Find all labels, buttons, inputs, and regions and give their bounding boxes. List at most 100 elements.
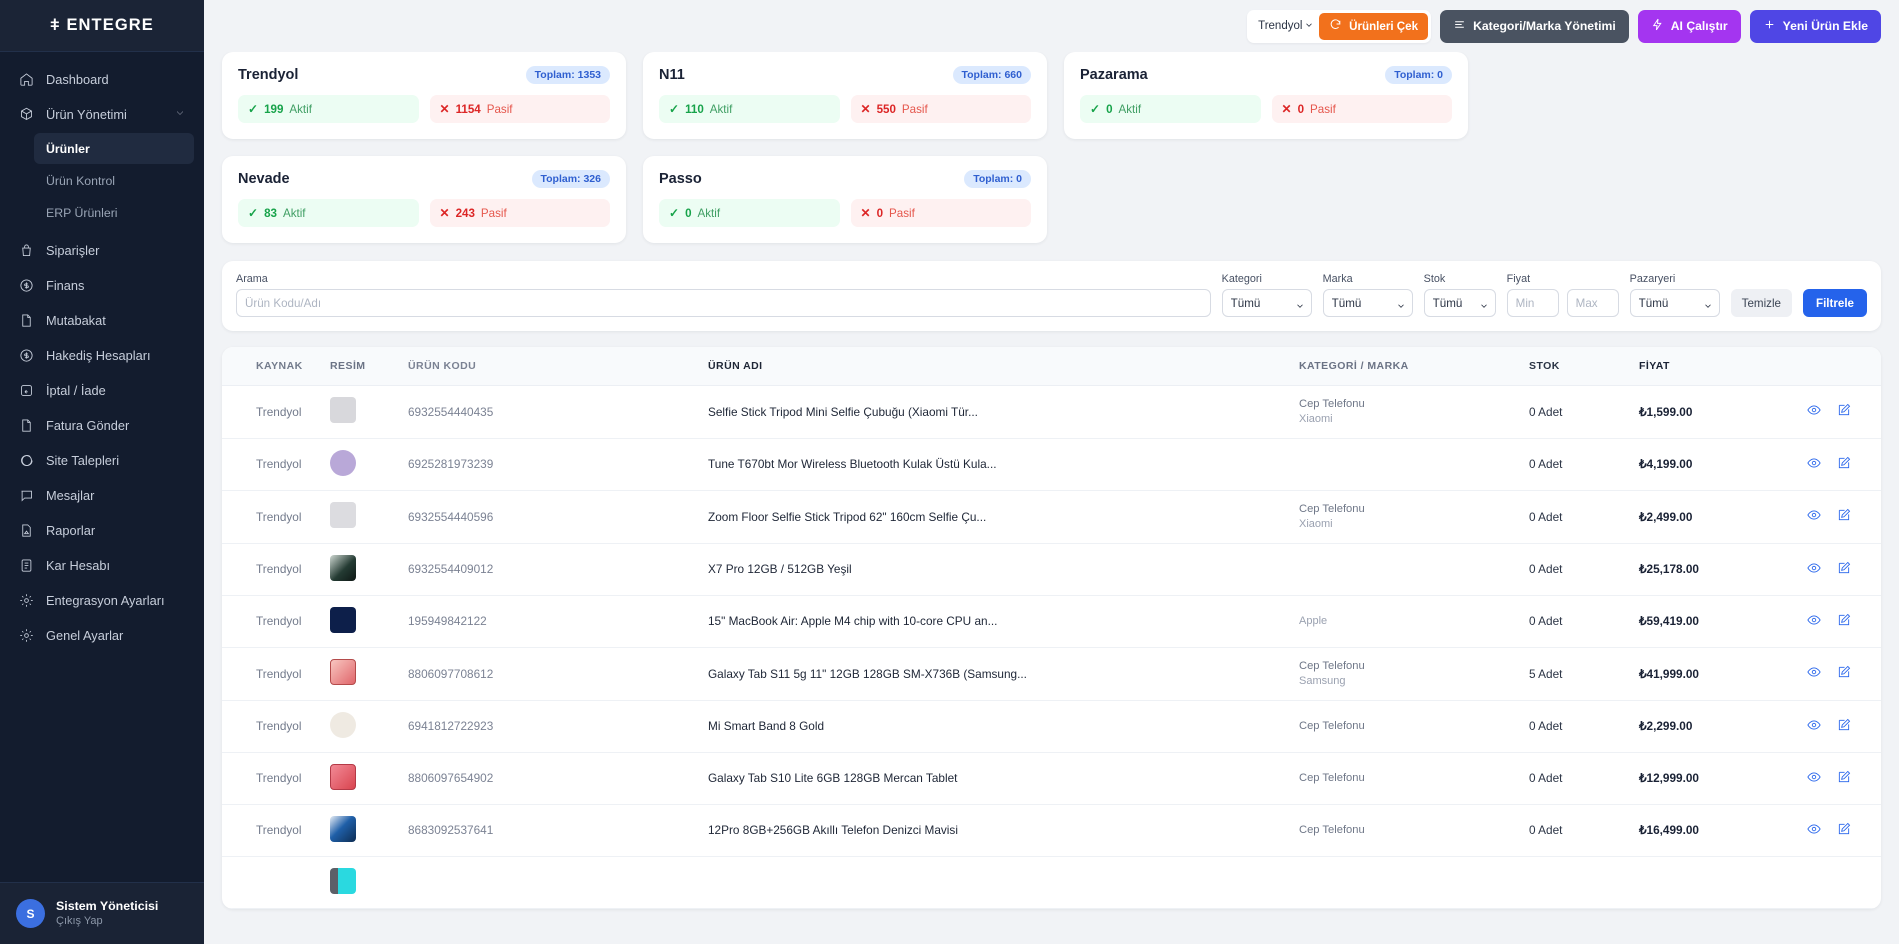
edit-icon[interactable] (1837, 561, 1851, 578)
table-row[interactable]: Trendyol 8683092537641 12Pro 8GB+256GB A… (222, 804, 1881, 857)
marka-select[interactable]: Tümü (1322, 289, 1413, 317)
cell-kategori: Cep Telefonu (1299, 659, 1365, 672)
table-row[interactable]: Trendyol 8806097708612 Galaxy Tab S11 5g… (222, 647, 1881, 701)
sidebar-item-kar-hesabi[interactable]: Kar Hesabı (0, 548, 204, 583)
cell-kaynak: Trendyol (222, 438, 322, 491)
active-label: Aktif (709, 102, 733, 116)
sidebar-item-entegrasyon-ayarlari[interactable]: Entegrasyon Ayarları (0, 583, 204, 618)
cell-urun-kodu (400, 856, 700, 909)
cell-kategori-marka: Cep Telefonu Xiaomi (1291, 490, 1521, 544)
edit-icon[interactable] (1837, 403, 1851, 420)
product-thumbnail (330, 502, 356, 529)
clear-filters-button[interactable]: Temizle (1730, 289, 1792, 317)
pazaryeri-select[interactable]: Tümü (1629, 289, 1720, 317)
eye-icon[interactable] (1807, 665, 1821, 682)
sidebar-item-dashboard[interactable]: Dashboard (0, 62, 204, 97)
sidebar-item-label: İptal / İade (46, 383, 106, 398)
sidebar-item-fatura-gonder[interactable]: Fatura Gönder (0, 408, 204, 443)
sidebar-item-raporlar[interactable]: Raporlar (0, 513, 204, 548)
sidebar-item-label: Fatura Gönder (46, 418, 130, 433)
eye-icon[interactable] (1807, 822, 1821, 839)
new-product-button[interactable]: Yeni Ürün Ekle (1749, 9, 1881, 43)
passive-count: ✕ 0 Pasif (850, 199, 1031, 227)
check-icon: ✓ (248, 206, 259, 220)
sidebar-nav: Dashboard Ürün Yönetimi Ürünler Ürün Kon… (0, 52, 204, 882)
kategori-select[interactable]: Tümü (1221, 289, 1312, 317)
cell-kategori: Cep Telefonu (1299, 719, 1365, 732)
sidebar-subitem-label: ERP Ürünleri (46, 205, 118, 220)
table-row[interactable]: Trendyol 6925281973239 Tune T670bt Mor W… (222, 438, 1881, 491)
eye-icon[interactable] (1807, 561, 1821, 578)
eye-icon[interactable] (1807, 456, 1821, 473)
logout-link[interactable]: Çıkış Yap (56, 915, 103, 928)
eye-icon[interactable] (1807, 403, 1821, 420)
plus-icon (1763, 18, 1776, 34)
table-row[interactable]: Trendyol 195949842122 15" MacBook Air: A… (222, 595, 1881, 648)
sidebar-item-hakedis-hesaplari[interactable]: Hakediş Hesapları (0, 338, 204, 373)
sidebar-item-siparisler[interactable]: Siparişler (0, 233, 204, 268)
fiyat-max-input[interactable] (1566, 289, 1619, 317)
cell-marka: Apple (1299, 614, 1328, 627)
apply-filters-button[interactable]: Filtrele (1802, 289, 1867, 317)
cell-stok: 0 Adet (1521, 490, 1631, 544)
top-toolbar: Trendyol Ürünleri Çek Kategori/Marka Yön… (204, 0, 1899, 52)
product-thumbnail (330, 867, 356, 894)
sidebar-item-urun-kontrol[interactable]: Ürün Kontrol (34, 165, 194, 196)
brand-logo[interactable]: ǂ ENTEGRE (0, 0, 204, 52)
sidebar-item-label: Raporlar (46, 523, 96, 538)
run-ai-button[interactable]: AI Çalıştır (1637, 9, 1741, 43)
table-row[interactable]: Trendyol 6941812722923 Mi Smart Band 8 G… (222, 700, 1881, 753)
edit-icon[interactable] (1837, 456, 1851, 473)
marketplace-select[interactable]: Trendyol (1250, 13, 1320, 39)
eye-icon[interactable] (1807, 613, 1821, 630)
edit-icon[interactable] (1837, 822, 1851, 839)
table-row[interactable]: Trendyol 8806097654902 Galaxy Tab S10 Li… (222, 752, 1881, 805)
marka-label: Marka (1322, 273, 1353, 285)
edit-icon[interactable] (1837, 718, 1851, 735)
card-title: N11 (659, 67, 685, 83)
sidebar-item-iptal-iade[interactable]: İptal / İade (0, 373, 204, 408)
table-row[interactable] (222, 856, 1881, 909)
sidebar-user-box[interactable]: S Sistem Yöneticisi Çıkış Yap (0, 882, 204, 944)
eye-icon[interactable] (1807, 718, 1821, 735)
page-scroll-area[interactable]: Trendyol Toplam: 1353 ✓ 199 Aktif ✕ 1154… (204, 52, 1899, 944)
brand-name: ENTEGRE (66, 16, 154, 34)
active-count: ✓ 0 Aktif (1080, 95, 1261, 123)
avatar: S (16, 899, 45, 928)
edit-icon[interactable] (1837, 770, 1851, 787)
edit-icon[interactable] (1837, 613, 1851, 630)
table-row[interactable]: Trendyol 6932554440435 Selfie Stick Trip… (222, 385, 1881, 439)
table-row[interactable]: Trendyol 6932554409012 X7 Pro 12GB / 512… (222, 543, 1881, 596)
cell-kaynak (222, 856, 322, 909)
brand-mark-icon: ǂ (50, 16, 60, 34)
product-thumbnail (330, 554, 356, 581)
category-brand-management-button[interactable]: Kategori/Marka Yönetimi (1440, 9, 1629, 43)
sidebar-item-genel-ayarlar[interactable]: Genel Ayarlar (0, 618, 204, 653)
sidebar-item-label: Site Talepleri (46, 453, 120, 468)
eye-icon[interactable] (1807, 508, 1821, 525)
filter-stok-group: Stok Tümü (1423, 273, 1496, 317)
cell-kategori-marka: Apple (1291, 595, 1521, 648)
fiyat-min-input[interactable] (1506, 289, 1559, 317)
active-value: 0 (685, 206, 692, 220)
sidebar-item-mutabakat[interactable]: Mutabakat (0, 303, 204, 338)
table-row[interactable]: Trendyol 6932554440596 Zoom Floor Selfie… (222, 490, 1881, 544)
cell-fiyat (1631, 856, 1771, 909)
stok-select[interactable]: Tümü (1423, 289, 1496, 317)
sidebar-item-urun-yonetimi[interactable]: Ürün Yönetimi (0, 97, 204, 132)
sidebar-item-urunler[interactable]: Ürünler (34, 133, 194, 164)
cell-fiyat: ₺59,419.00 (1631, 595, 1771, 648)
eye-icon[interactable] (1807, 770, 1821, 787)
pull-products-button[interactable]: Ürünleri Çek (1319, 12, 1429, 40)
sidebar-item-finans[interactable]: Finans (0, 268, 204, 303)
search-input[interactable] (236, 289, 1211, 317)
cell-stok: 0 Adet (1521, 438, 1631, 491)
cell-marka: Xiaomi (1299, 518, 1333, 531)
sidebar-item-mesajlar[interactable]: Mesajlar (0, 478, 204, 513)
edit-icon[interactable] (1837, 508, 1851, 525)
edit-icon[interactable] (1837, 665, 1851, 682)
card-title: Nevade (238, 171, 290, 187)
cell-fiyat: ₺41,999.00 (1631, 647, 1771, 701)
sidebar-item-site-talepleri[interactable]: Site Talepleri (0, 443, 204, 478)
sidebar-item-erp-urunleri[interactable]: ERP Ürünleri (34, 197, 194, 228)
